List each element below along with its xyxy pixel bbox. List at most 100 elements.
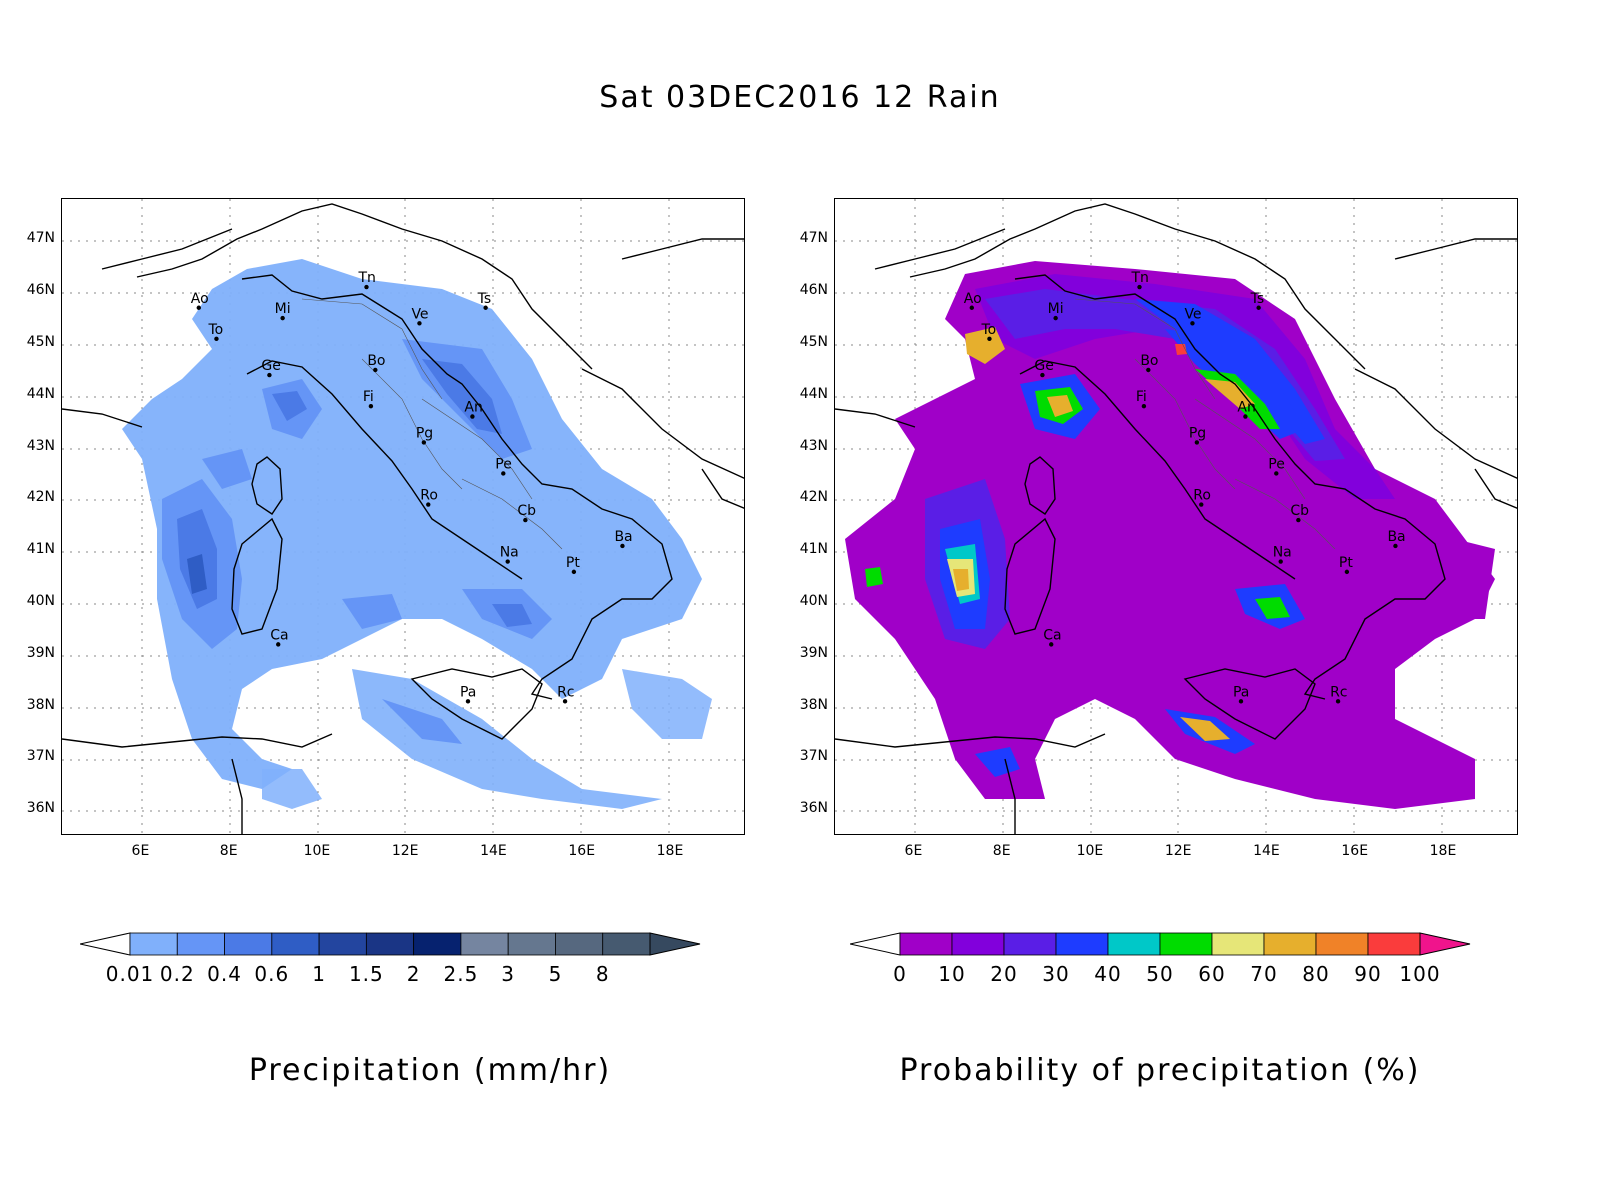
city-dot-an — [1243, 414, 1248, 419]
city-dot-an — [470, 414, 475, 419]
lon-tick-label: 12E — [391, 843, 419, 859]
lat-tick-label: 43N — [799, 437, 828, 454]
colorbar-under-triangle — [80, 932, 131, 956]
lon-tick-label: 14E — [1253, 843, 1280, 859]
city-markers: Ao To Mi Tn Ve Ts Ge Bo Fi An Pg Pe Ro Cb Ba Na Pt Ca Pa Rc — [191, 270, 633, 704]
colorbar-segment — [413, 932, 462, 956]
lon-tick-label: 16E — [1341, 843, 1369, 859]
lat-tick-label: 39N — [26, 644, 55, 661]
city-dot-to — [987, 336, 992, 342]
lat-tick-label: 41N — [799, 541, 828, 558]
city-label-na: Na — [1273, 545, 1292, 561]
colorbar-over-triangle — [649, 932, 701, 956]
city-dot-ao — [196, 305, 201, 310]
city-label-rc: Rc — [1330, 684, 1347, 700]
city-dot-pe — [501, 471, 506, 476]
colorbar-tick-label: 3 — [501, 962, 516, 986]
city-label-mi: Mi — [275, 301, 291, 317]
precipitation-map: Ao To Mi Tn Ve Ts Ge Bo Fi An Pg Pe Ro Cb Ba Na Pt Ca Pa Rc — [62, 199, 744, 834]
city-label-pe: Pe — [495, 456, 512, 472]
colorbar-segment — [1003, 932, 1057, 956]
colorbar-tick-label: 60 — [1198, 962, 1226, 986]
city-label-ge: Ge — [1034, 358, 1053, 374]
lat-tick-label: 45N — [799, 334, 828, 350]
colorbar-tick-label: 50 — [1146, 962, 1174, 986]
city-dot-ro — [426, 502, 431, 507]
city-label-pa: Pa — [460, 684, 476, 700]
colorbar-segment — [507, 932, 556, 956]
precipitation-colorbar-title: Precipitation (mm/hr) — [248, 1053, 612, 1088]
city-dot-ge — [267, 372, 272, 378]
city-label-ba: Ba — [1387, 529, 1405, 545]
city-dot-ts — [483, 305, 488, 310]
colorbar-over-triangle — [1419, 932, 1471, 956]
colorbar-tick-label: 30 — [1042, 962, 1070, 986]
page-title: Sat 03DEC2016 12 Rain — [599, 80, 1001, 115]
lat-tick-label: 44N — [799, 385, 828, 402]
city-dot-pa — [1238, 699, 1244, 704]
city-label-fi: Fi — [363, 389, 374, 405]
colorbar-tick-label: 2.5 — [443, 962, 479, 986]
city-label-to: To — [980, 322, 996, 338]
city-dot-ve — [1190, 321, 1195, 326]
lon-tick-label: 18E — [1429, 843, 1457, 859]
city-label-tn: Tn — [357, 270, 375, 286]
colorbar-segment — [129, 932, 178, 956]
city-dot-ba — [620, 543, 625, 549]
colorbar-tick-label: 90 — [1354, 962, 1382, 986]
city-label-ge: Ge — [261, 358, 280, 374]
lon-tick-label: 14E — [480, 843, 507, 859]
probability-colorbar — [850, 932, 1471, 956]
colorbar-tick-label: 10 — [938, 962, 966, 986]
colorbar-tick-label: 1 — [312, 962, 326, 986]
lat-tick-label: 47N — [26, 230, 55, 247]
lat-tick-label: 36N — [799, 800, 828, 817]
colorbar-tick-label: 2 — [406, 962, 421, 986]
colorbar-segment — [365, 932, 415, 956]
colorbar-tick-label: 40 — [1094, 962, 1122, 986]
colorbar-segment — [318, 932, 367, 956]
city-label-cb: Cb — [1290, 503, 1309, 519]
city-label-ve: Ve — [411, 306, 428, 322]
city-dot-ve — [417, 321, 422, 326]
lat-tick-label: 46N — [26, 282, 55, 299]
city-dot-ca — [1049, 642, 1054, 647]
city-dot-ca — [276, 642, 281, 647]
precipitation-field — [122, 259, 712, 809]
city-label-pg: Pg — [1189, 425, 1206, 441]
city-label-an: An — [1237, 400, 1255, 416]
coastlines-borders — [835, 203, 1517, 834]
colorbar-segment — [1159, 932, 1213, 956]
colorbar-segment — [951, 932, 1005, 956]
lat-tick-label: 40N — [799, 592, 828, 609]
probability-field — [845, 261, 1495, 809]
city-dot-to — [214, 336, 219, 342]
colorbar-segment — [899, 932, 953, 956]
lon-tick-label: 10E — [1076, 843, 1104, 859]
lon-tick-label: 12E — [1164, 843, 1192, 859]
lat-tick-label: 42N — [799, 489, 828, 506]
lon-tick-label: 16E — [568, 843, 596, 859]
city-dot-tn — [364, 284, 369, 290]
city-dot-fi — [368, 403, 374, 409]
city-label-cb: Cb — [517, 503, 536, 519]
colorbar-segment — [1055, 932, 1109, 956]
probability-map: Ao To Mi Tn Ve Ts Ge Bo Fi An Pg Pe Ro Cb Ba Na Pt Ca Pa Rc — [835, 199, 1517, 834]
city-label-mi: Mi — [1048, 301, 1064, 317]
colorbar-tick-label: 0.6 — [254, 962, 290, 986]
city-dot-tn — [1137, 284, 1142, 290]
colorbar-tick-label: 20 — [990, 962, 1018, 986]
city-dot-pg — [1194, 440, 1200, 445]
city-label-pa: Pa — [1233, 684, 1249, 700]
city-dot-fi — [1141, 403, 1147, 409]
lon-tick-label: 10E — [303, 843, 331, 859]
city-dot-ro — [1199, 502, 1204, 507]
lat-tick-label: 41N — [26, 541, 55, 558]
colorbar-segment — [1107, 932, 1161, 956]
city-dot-na — [1278, 559, 1283, 564]
city-label-ao: Ao — [964, 291, 982, 307]
lon-tick-label: 18E — [656, 843, 684, 859]
lat-tick-label: 42N — [26, 489, 55, 506]
city-label-ao: Ao — [191, 291, 209, 307]
colorbar-under-triangle — [850, 932, 901, 956]
